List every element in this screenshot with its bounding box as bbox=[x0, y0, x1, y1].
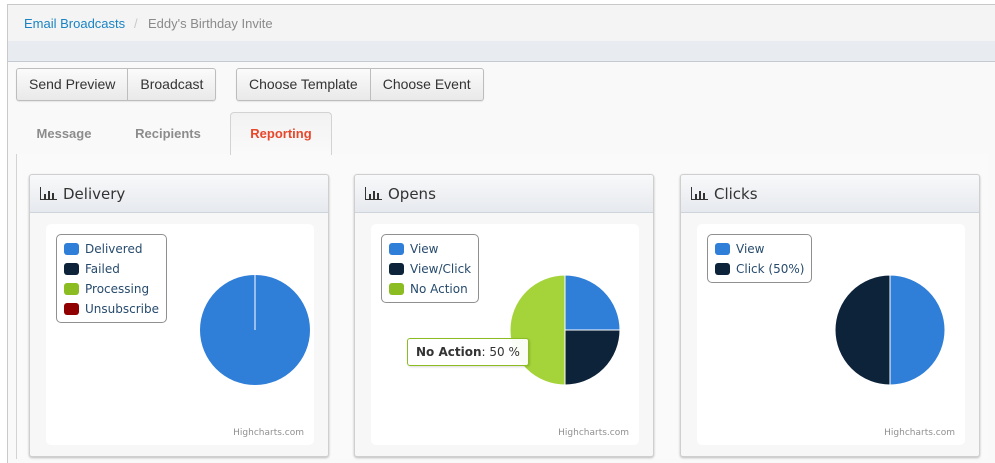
opens-chart: View View/Click No Action No Action: 50 … bbox=[371, 224, 639, 445]
opens-title: Opens bbox=[388, 184, 436, 203]
legend-item-view[interactable]: View bbox=[389, 239, 471, 259]
delivery-pie[interactable] bbox=[198, 273, 312, 387]
opens-panel-header: Opens bbox=[355, 175, 653, 213]
swatch-icon bbox=[715, 243, 730, 255]
tab-reporting[interactable]: Reporting bbox=[230, 112, 332, 155]
broadcast-button[interactable]: Broadcast bbox=[127, 69, 215, 100]
choose-button-group: Choose Template Choose Event bbox=[236, 68, 484, 101]
clicks-panel-header: Clicks bbox=[681, 175, 979, 213]
tooltip-label: No Action bbox=[416, 345, 482, 359]
swatch-icon bbox=[64, 243, 79, 255]
send-preview-button[interactable]: Send Preview bbox=[29, 76, 116, 92]
sub-header-bar bbox=[8, 41, 995, 62]
swatch-icon bbox=[64, 283, 79, 295]
legend-item-no-action[interactable]: No Action bbox=[389, 279, 471, 299]
clicks-pie[interactable] bbox=[833, 273, 947, 387]
send-button-group: Send Preview Broadcast bbox=[16, 68, 217, 101]
delivery-title: Delivery bbox=[63, 184, 126, 203]
legend-label: Unsubscribe bbox=[85, 302, 159, 316]
legend-item-click[interactable]: Click (50%) bbox=[715, 259, 804, 279]
tab-recipients[interactable]: Recipients bbox=[135, 126, 201, 141]
legend-label: Failed bbox=[85, 262, 120, 276]
legend-label: No Action bbox=[410, 282, 468, 296]
opens-panel: Opens View View/Click No Action No Actio… bbox=[354, 174, 654, 457]
choose-template-button[interactable]: Choose Template bbox=[249, 76, 358, 92]
bar-chart-icon bbox=[691, 187, 708, 200]
legend-item-unsubscribe[interactable]: Unsubscribe bbox=[64, 299, 159, 319]
highcharts-credit[interactable]: Highcharts.com bbox=[233, 428, 304, 438]
legend-label: View/Click bbox=[410, 262, 472, 276]
clicks-panel: Clicks View Click (50%) Highcharts.com bbox=[680, 174, 980, 457]
opens-pie[interactable] bbox=[508, 273, 622, 387]
opens-legend: View View/Click No Action bbox=[381, 234, 480, 303]
legend-item-delivered[interactable]: Delivered bbox=[64, 239, 159, 259]
delivery-panel: Delivery Delivered Failed Processing Uns… bbox=[29, 174, 329, 457]
legend-label: View bbox=[410, 242, 439, 256]
swatch-icon bbox=[64, 303, 79, 315]
legend-label: Processing bbox=[85, 282, 150, 296]
legend-label: View bbox=[736, 242, 765, 256]
swatch-icon bbox=[389, 243, 404, 255]
legend-item-processing[interactable]: Processing bbox=[64, 279, 159, 299]
swatch-icon bbox=[715, 263, 730, 275]
swatch-icon bbox=[389, 263, 404, 275]
delivery-legend: Delivered Failed Processing Unsubscribe bbox=[56, 234, 167, 323]
legend-label: Click (50%) bbox=[736, 262, 805, 276]
legend-label: Delivered bbox=[85, 242, 143, 256]
legend-item-view[interactable]: View bbox=[715, 239, 804, 259]
choose-event-button[interactable]: Choose Event bbox=[369, 69, 483, 100]
clicks-chart: View Click (50%) Highcharts.com bbox=[697, 224, 965, 445]
clicks-title: Clicks bbox=[714, 184, 758, 203]
bar-chart-icon bbox=[40, 187, 57, 200]
legend-item-view-click[interactable]: View/Click bbox=[389, 259, 471, 279]
tab-bar: Message Recipients Reporting bbox=[16, 112, 988, 155]
swatch-icon bbox=[64, 263, 79, 275]
tooltip-value: : 50 % bbox=[481, 345, 520, 359]
reporting-content: Delivery Delivered Failed Processing Uns… bbox=[16, 154, 988, 459]
pie-tooltip: No Action: 50 % bbox=[407, 338, 529, 366]
highcharts-credit[interactable]: Highcharts.com bbox=[884, 428, 955, 438]
delivery-chart: Delivered Failed Processing Unsubscribe … bbox=[46, 224, 314, 445]
legend-item-failed[interactable]: Failed bbox=[64, 259, 159, 279]
breadcrumb-email-broadcasts-link[interactable]: Email Broadcasts bbox=[24, 16, 126, 31]
breadcrumb-separator: / bbox=[134, 16, 138, 31]
highcharts-credit[interactable]: Highcharts.com bbox=[558, 428, 629, 438]
swatch-icon bbox=[389, 283, 404, 295]
breadcrumb-current: Eddy's Birthday Invite bbox=[148, 16, 273, 31]
clicks-legend: View Click (50%) bbox=[707, 234, 813, 283]
bar-chart-icon bbox=[365, 187, 382, 200]
delivery-panel-header: Delivery bbox=[30, 175, 328, 213]
tab-message[interactable]: Message bbox=[36, 126, 92, 141]
breadcrumb: Email Broadcasts / Eddy's Birthday Invit… bbox=[8, 5, 995, 41]
